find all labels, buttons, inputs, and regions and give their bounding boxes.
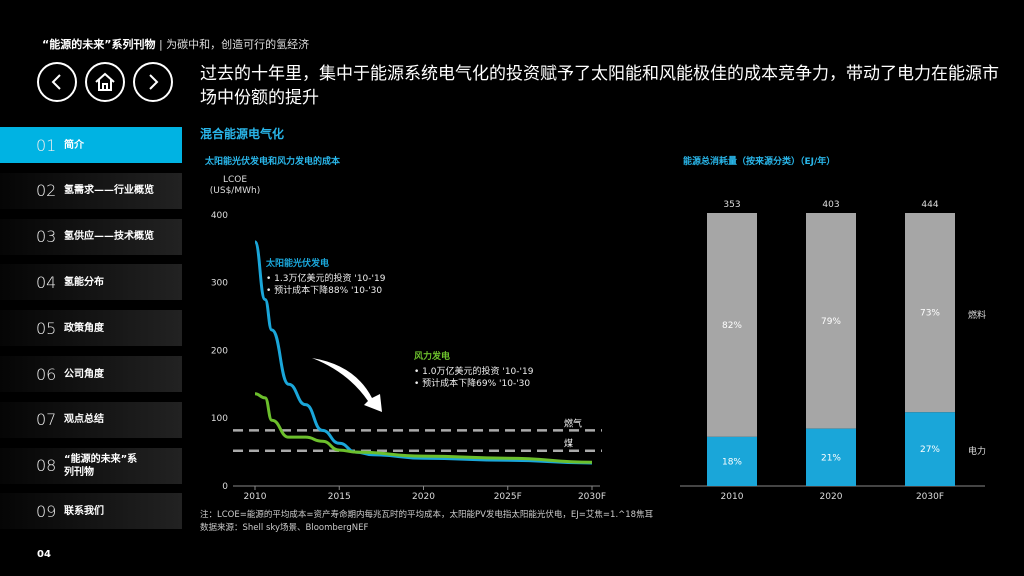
bar-category-label: 2010 <box>721 492 744 502</box>
legend-fuel: 燃料 <box>968 309 986 321</box>
back-icon <box>51 74 61 90</box>
x-tick-label: 2030F <box>578 492 606 502</box>
forward-button[interactable] <box>133 62 173 102</box>
sidebar-item-number: 09 <box>36 501 57 521</box>
reference-line-label: 燃气 <box>564 417 582 429</box>
bar-segment-fuel <box>905 213 955 413</box>
sidebar-item-05[interactable]: 05 政策角度 <box>0 310 182 347</box>
sidebar-item-label: 联系我们 <box>64 505 104 517</box>
sidebar-item-label: 观点总结 <box>64 414 104 426</box>
y-tick-label: 300 <box>211 279 228 289</box>
y-tick-label: 200 <box>211 346 228 356</box>
y-axis-label: LCOE (US$/MWh) <box>209 175 261 196</box>
bar-total-label: 403 <box>822 200 839 210</box>
bar-segment-fuel <box>806 213 856 429</box>
sidebar-item-number: 08 <box>36 456 57 476</box>
x-tick-label: 2015 <box>328 492 351 502</box>
sidebar-item-label: 氢供应——技术概览 <box>64 231 154 243</box>
sidebar-item-06[interactable]: 06 公司角度 <box>0 356 182 392</box>
bar-label-fuel: 79% <box>821 317 841 327</box>
sidebar-item-label: 政策角度 <box>64 322 104 334</box>
sidebar-item-number: 03 <box>36 227 57 247</box>
sidebar-item-03[interactable]: 03 氢供应——技术概览 <box>0 218 182 255</box>
legend-electricity: 电力 <box>968 445 986 457</box>
page-headline: 过去的十年里，集中于能源系统电气化的投资赋予了太阳能和风能极佳的成本竞争力，带动… <box>200 64 999 108</box>
bar-label-fuel: 82% <box>722 321 742 331</box>
sidebar-item-number: 01 <box>36 135 57 155</box>
x-tick-label: 2010 <box>244 492 267 502</box>
reference-line-label: 煤 <box>564 438 573 450</box>
sidebar-item-label: 氢需求——行业概览 <box>64 185 154 197</box>
wind-note: • 1.0万亿美元的投资 '10-'19 <box>414 367 534 377</box>
bar-label-electricity: 21% <box>821 453 841 463</box>
x-tick-label: 2020 <box>412 492 435 502</box>
solar-cost-line <box>253 240 593 465</box>
sidebar-item-number: 02 <box>36 181 57 201</box>
series-subtitle: 为碳中和，创造可行的氢经济 <box>166 38 310 51</box>
bar-segment-electricity <box>806 428 856 486</box>
bar-segment-electricity <box>905 412 955 486</box>
solar-note: • 1.3万亿美元的投资 '10-'19 <box>266 274 386 284</box>
footnote-source: 数据来源：Shell sky场景、BloombergNEF <box>200 523 369 533</box>
x-tick-label: 2025F <box>494 492 522 502</box>
y-tick-label: 0 <box>222 482 228 492</box>
sidebar-item-label: 简介 <box>64 139 84 151</box>
y-tick-label: 100 <box>211 414 228 424</box>
series-title: “能源的未来”系列刊物 | 为碳中和，创造可行的氢经济 <box>42 38 310 51</box>
home-icon <box>95 72 115 91</box>
solar-annotation: 太阳能光伏发电 • 1.3万亿美元的投资 '10-'19 • 预计成本下降88%… <box>266 258 385 297</box>
bar-segment-fuel <box>707 213 757 437</box>
section-title: 混合能源电气化 <box>200 127 285 141</box>
solar-note: • 预计成本下降88% '10-'30 <box>266 286 383 296</box>
sidebar-item-08[interactable]: 08 “能源的未来”系列刊物 <box>0 447 182 484</box>
back-button[interactable] <box>37 62 77 102</box>
y-tick-label: 400 <box>211 211 228 221</box>
sidebar-item-number: 05 <box>36 318 57 338</box>
footnote: 注：LCOE=能源的平均成本=资产寿命期内每兆瓦时的平均成本，太阳能PV发电指太… <box>200 509 670 535</box>
series-name: “能源的未来”系列刊物 <box>42 38 156 51</box>
sidebar-item-09[interactable]: 09 联系我们 <box>0 493 182 530</box>
bar-chart-title: 能源总消耗量（按来源分类）（EJ/年） <box>683 157 836 167</box>
bar-label-electricity: 18% <box>722 457 742 467</box>
solar-label: 太阳能光伏发电 <box>266 259 330 269</box>
bar-total-label: 353 <box>723 200 740 210</box>
home-button[interactable] <box>85 62 125 102</box>
sidebar-item-number: 06 <box>36 364 57 384</box>
bar-label-fuel: 73% <box>920 309 940 319</box>
bar-total-label: 444 <box>921 200 938 210</box>
sidebar-item-number: 07 <box>36 410 57 430</box>
sidebar-item-02[interactable]: 02 氢需求——行业概览 <box>0 172 182 209</box>
line-chart-title: 太阳能光伏发电和风力发电的成本 <box>205 157 341 167</box>
sidebar-item-07[interactable]: 07 观点总结 <box>0 401 182 438</box>
wind-annotation: 风力发电 • 1.0万亿美元的投资 '10-'19 • 预计成本下降69% '1… <box>414 351 533 390</box>
sidebar-item-label: 公司角度 <box>64 368 104 380</box>
bar-category-label: 2020 <box>820 492 843 502</box>
footnote-definition: 注：LCOE=能源的平均成本=资产寿命期内每兆瓦时的平均成本，太阳能PV发电指太… <box>200 510 654 520</box>
sidebar-item-01[interactable]: 01 简介 <box>0 127 182 163</box>
sidebar-item-label: 氢能分布 <box>64 276 104 288</box>
sidebar-item-label: “能源的未来”系列刊物 <box>64 453 138 478</box>
page-number: 04 <box>37 549 51 560</box>
bar-label-electricity: 27% <box>920 445 940 455</box>
bar-segment-electricity <box>707 436 757 486</box>
sidebar-item-number: 04 <box>36 272 57 292</box>
trend-arrow-icon <box>312 358 382 412</box>
wind-cost-line <box>254 392 593 464</box>
sidebar-item-04[interactable]: 04 氢能分布 <box>0 264 182 301</box>
wind-label: 风力发电 <box>414 352 451 362</box>
bar-category-label: 2030F <box>916 492 944 502</box>
wind-note: • 预计成本下降69% '10-'30 <box>414 379 531 389</box>
forward-icon <box>149 74 159 90</box>
